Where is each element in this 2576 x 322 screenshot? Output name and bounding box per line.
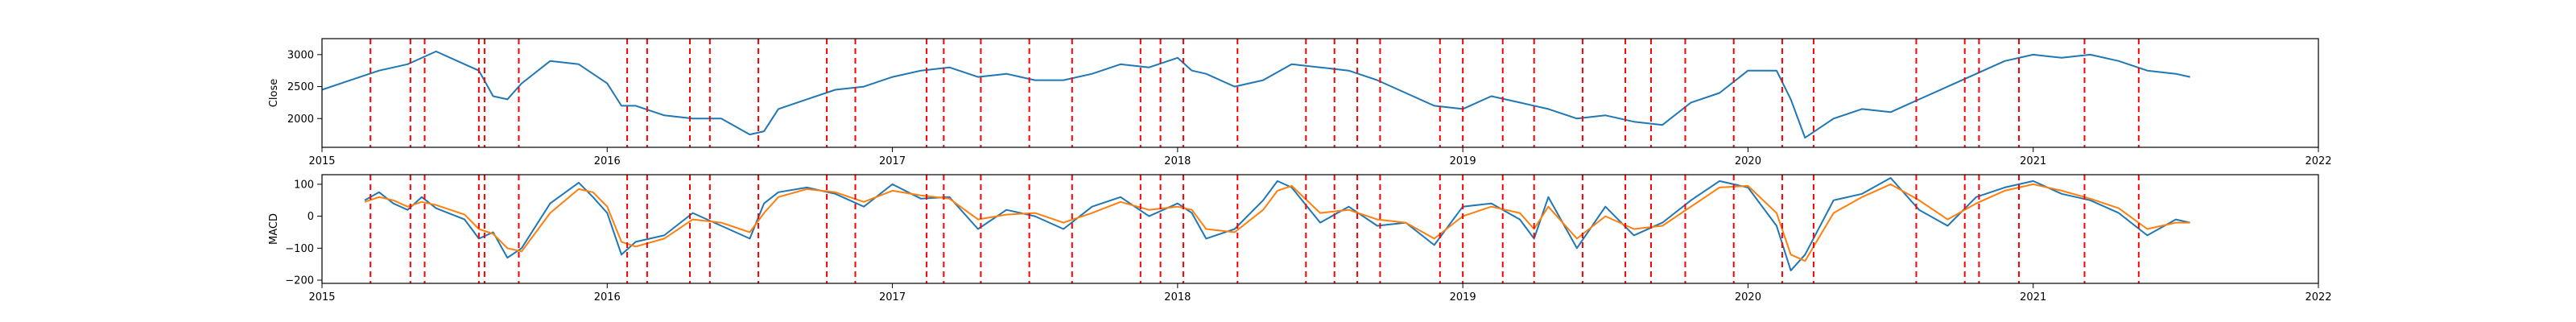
macd-series-line-1: [364, 183, 2190, 262]
close-xtick-label: 2022: [2305, 155, 2331, 167]
close-xtick-label: 2020: [1735, 155, 1761, 167]
macd-plot-area: [364, 175, 2190, 283]
close-ytick-label: 3000: [287, 49, 314, 61]
macd-ytick-label: 100: [294, 179, 314, 191]
close-plot-area: [321, 39, 2190, 147]
close-series-line-0: [321, 50, 2190, 139]
macd-xtick-label: 2019: [1450, 291, 1476, 303]
close-xtick-label: 2017: [879, 155, 906, 167]
macd-ylabel: MACD: [268, 213, 280, 245]
macd-ytick-label: −200: [285, 275, 314, 287]
close-xtick-label: 2015: [308, 155, 335, 167]
close-ytick-label: 2500: [287, 81, 314, 93]
close-xtick-label: 2016: [594, 155, 621, 167]
macd-xtick-label: 2022: [2305, 291, 2331, 303]
macd-ticks: 2015 2016 2017 2018 2019 2020 2021 2022 −200 −100…: [285, 179, 2331, 303]
macd-panel: 2015 2016 2017 2018 2019 2020 2021 2022 −200 −100…: [268, 174, 2332, 303]
close-price-panel: 2015 2016 2017 2018 2019 2020 2021 2022 2000 2500…: [268, 38, 2332, 167]
macd-ytick-label: −100: [285, 243, 314, 255]
close-xtick-label: 2018: [1164, 155, 1191, 167]
close-xtick-label: 2021: [2020, 155, 2046, 167]
close-ylabel: Close: [268, 79, 280, 107]
macd-xtick-label: 2016: [594, 291, 621, 303]
close-ticks: 2015 2016 2017 2018 2019 2020 2021 2022 2000 2500…: [287, 49, 2332, 167]
macd-ytick-label: 0: [308, 211, 314, 223]
macd-xtick-label: 2021: [2020, 291, 2046, 303]
macd-series-line-0: [364, 177, 2190, 272]
macd-axes-frame: [321, 174, 2319, 284]
close-axes-frame: [321, 38, 2319, 148]
macd-xtick-label: 2020: [1735, 291, 1761, 303]
close-ytick-label: 2000: [287, 114, 314, 126]
close-xtick-label: 2019: [1450, 155, 1476, 167]
macd-xtick-label: 2018: [1164, 291, 1191, 303]
macd-xtick-label: 2015: [308, 291, 335, 303]
macd-xtick-label: 2017: [879, 291, 906, 303]
